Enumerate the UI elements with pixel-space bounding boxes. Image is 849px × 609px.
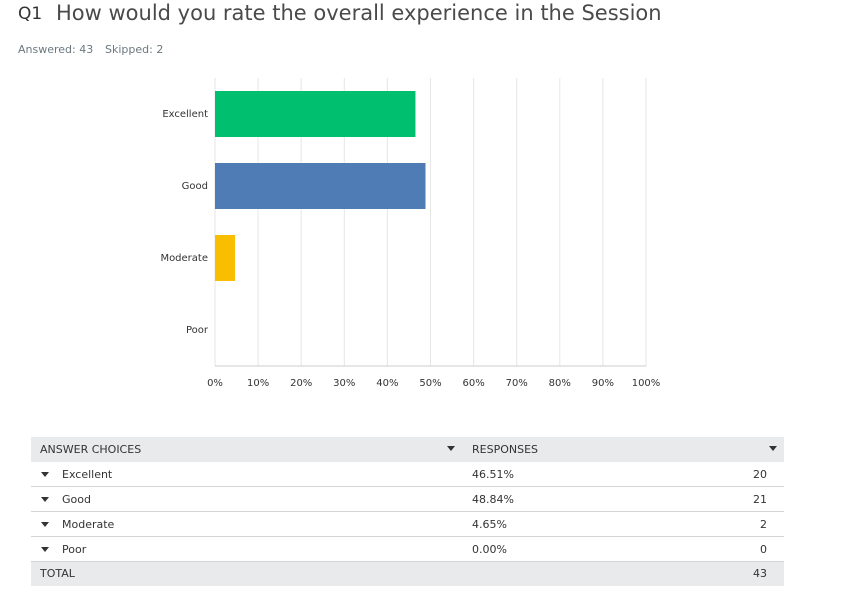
bar (215, 235, 236, 281)
table-body: Excellent 46.51% 20 Good 48.84% 21 Moderate 4.6… (31, 462, 784, 562)
x-tick-label: 90% (592, 378, 614, 389)
y-tick-label: Moderate (160, 253, 208, 264)
x-tick-label: 10% (247, 378, 269, 389)
question-title: How would you rate the overall experienc… (56, 1, 662, 25)
choice-label: Good (62, 493, 91, 506)
choice-label: Excellent (62, 468, 113, 481)
response-percent: 0.00% (472, 543, 507, 556)
header-cell: RESPONSES (472, 443, 539, 456)
total-row: TOTAL 43 (31, 562, 784, 586)
response-percent: 48.84% (472, 493, 514, 506)
sort-icon[interactable] (769, 446, 777, 451)
table-row: Poor 0.00% 0 (31, 537, 784, 562)
chart: 0% 10% 20% 30% 40% 50% 60% 70% 80% 90% 100% Excelle… (160, 78, 661, 389)
x-tick-label: 70% (506, 378, 528, 389)
response-count: 2 (760, 518, 767, 531)
response-count: 21 (753, 493, 767, 506)
choice-label: Poor (62, 543, 87, 556)
table-row: Excellent 46.51% 20 (31, 462, 784, 487)
x-tick-label: 50% (419, 378, 441, 389)
x-tick-label: 40% (376, 378, 398, 389)
y-tick-label: Good (182, 181, 208, 192)
table-header: ANSWER CHOICES RESPONSES (31, 437, 784, 462)
bar (215, 163, 426, 209)
results-table: ANSWER CHOICES RESPONSES Excellent 46.51%… (31, 437, 784, 586)
x-tick-label: 30% (333, 378, 355, 389)
sort-icon[interactable] (447, 446, 455, 451)
response-count: 0 (760, 543, 767, 556)
x-tick-label: 60% (462, 378, 484, 389)
answered: Answered: 43 (18, 43, 94, 56)
table-row: Good 48.84% 21 (31, 487, 784, 512)
expand-icon[interactable] (41, 547, 49, 552)
table-row: Moderate 4.65% 2 (31, 512, 784, 537)
choice-label: Moderate (62, 518, 115, 531)
x-tick-label: 100% (632, 378, 661, 389)
total-count: 43 (753, 567, 767, 580)
response-percent: 46.51% (472, 468, 514, 481)
header-cell: ANSWER CHOICES (40, 443, 142, 456)
expand-icon[interactable] (41, 497, 49, 502)
total-label: TOTAL (40, 567, 75, 580)
x-tick-label: 80% (549, 378, 571, 389)
x-tick-label: 20% (290, 378, 312, 389)
response-percent: 4.65% (472, 518, 507, 531)
question-number: Q1 (18, 4, 43, 24)
x-tick-label: 0% (207, 378, 223, 389)
expand-icon[interactable] (41, 472, 49, 477)
y-tick-label: Excellent (162, 109, 208, 120)
expand-icon[interactable] (41, 522, 49, 527)
y-tick-label: Poor (186, 325, 209, 336)
response-count: 20 (753, 468, 767, 481)
skipped: Skipped: 2 (105, 43, 164, 56)
bar (215, 91, 416, 137)
